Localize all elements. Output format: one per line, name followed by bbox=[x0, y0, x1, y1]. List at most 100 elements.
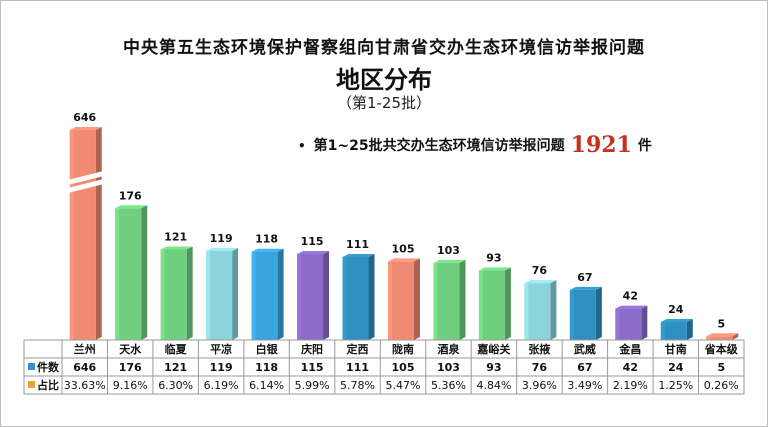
chart-title: 中央第五生态环境保护督察组向甘肃省交办生态环境信访举报问题 bbox=[123, 38, 645, 58]
share-cell: 6.30% bbox=[158, 379, 193, 392]
share-cell: 3.96% bbox=[522, 379, 557, 392]
category-label: 张掖 bbox=[528, 342, 551, 356]
count-cell: 119 bbox=[210, 361, 233, 374]
category-label: 定西 bbox=[347, 342, 369, 356]
share-cell: 4.84% bbox=[476, 379, 511, 392]
count-cell: 67 bbox=[577, 361, 592, 374]
bar-4 bbox=[206, 247, 239, 340]
bar-top bbox=[660, 319, 693, 323]
share-cell: 6.19% bbox=[204, 379, 239, 392]
category-label: 庆阳 bbox=[300, 342, 323, 356]
bar-front bbox=[524, 283, 551, 340]
bar-side bbox=[550, 280, 557, 340]
chart-subtitle: 地区分布 bbox=[336, 66, 432, 94]
bar-highlight bbox=[115, 208, 120, 340]
legend-label: 占比 bbox=[37, 378, 59, 392]
bar-side bbox=[595, 286, 602, 340]
count-cell: 121 bbox=[164, 361, 187, 374]
bar-side bbox=[232, 247, 239, 340]
bar-side bbox=[95, 127, 102, 340]
bar-highlight bbox=[251, 251, 256, 340]
bar-highlight bbox=[388, 261, 392, 340]
axis-break bbox=[65, 170, 107, 186]
category-label: 嘉峪关 bbox=[476, 342, 510, 356]
note-total: 1921 bbox=[570, 132, 632, 158]
category-label: 省本级 bbox=[704, 342, 739, 356]
count-cell: 93 bbox=[486, 361, 501, 374]
bar-front bbox=[615, 308, 642, 340]
bar-side bbox=[414, 258, 420, 340]
count-cell: 118 bbox=[255, 361, 278, 374]
bar-side bbox=[504, 267, 511, 340]
bar-front bbox=[251, 251, 278, 340]
category-label: 陇南 bbox=[392, 342, 414, 356]
bar-front bbox=[706, 336, 733, 340]
bar-highlight bbox=[69, 130, 74, 340]
bar-front bbox=[342, 256, 369, 340]
count-cell: 5 bbox=[717, 361, 725, 374]
note-unit: 件 bbox=[637, 138, 652, 154]
bar-top bbox=[388, 258, 420, 262]
bar-front bbox=[569, 289, 596, 340]
bar-highlight bbox=[569, 289, 574, 340]
data-label: 42 bbox=[623, 290, 638, 303]
bar-1 bbox=[65, 127, 107, 340]
bar-side bbox=[641, 305, 648, 340]
count-cell: 42 bbox=[623, 361, 638, 374]
bar-side bbox=[141, 205, 148, 340]
bar-14 bbox=[660, 319, 693, 340]
bar-9 bbox=[433, 259, 466, 340]
bar-front bbox=[69, 130, 96, 340]
data-label: 5 bbox=[717, 317, 725, 330]
count-cell: 24 bbox=[668, 361, 684, 374]
total-note: • 第1~25批共交办生态环境信访举报问题 1921 件 bbox=[298, 132, 652, 158]
bar-front bbox=[388, 261, 414, 340]
share-cell: 9.16% bbox=[113, 379, 148, 392]
count-cell: 105 bbox=[392, 361, 415, 374]
bar-top bbox=[615, 305, 648, 309]
bar-top bbox=[69, 127, 102, 130]
data-label: 67 bbox=[577, 271, 592, 284]
category-label: 金昌 bbox=[618, 342, 641, 356]
bar-highlight bbox=[206, 250, 211, 340]
data-label: 118 bbox=[255, 233, 278, 246]
share-cell: 3.49% bbox=[567, 379, 602, 392]
category-label: 临夏 bbox=[165, 342, 188, 356]
bar-top bbox=[524, 280, 557, 284]
bar-highlight bbox=[433, 262, 438, 340]
bar-highlight bbox=[660, 322, 665, 340]
bar-front bbox=[115, 208, 142, 340]
bar-6 bbox=[297, 250, 330, 340]
bar-2 bbox=[115, 205, 148, 340]
bar-side bbox=[323, 250, 330, 340]
bar-front bbox=[206, 250, 233, 340]
bar-top bbox=[433, 259, 466, 263]
bar-10 bbox=[478, 267, 511, 340]
bar-top bbox=[342, 253, 375, 257]
bar-15 bbox=[706, 333, 739, 340]
category-label: 白银 bbox=[256, 342, 279, 356]
bar-highlight bbox=[342, 256, 347, 340]
bar-5 bbox=[251, 248, 284, 340]
bar-side bbox=[459, 259, 466, 340]
count-cell: 111 bbox=[346, 361, 369, 374]
bar-8 bbox=[388, 258, 420, 340]
bar-top bbox=[115, 205, 148, 209]
bar-front bbox=[160, 249, 187, 340]
category-label: 酒泉 bbox=[437, 342, 460, 356]
category-label: 天水 bbox=[119, 342, 142, 356]
share-cell: 5.47% bbox=[386, 379, 421, 392]
data-label: 115 bbox=[301, 235, 324, 248]
bar-11 bbox=[524, 280, 557, 340]
table-border bbox=[23, 339, 745, 395]
count-cell: 76 bbox=[532, 361, 548, 374]
data-label: 24 bbox=[668, 303, 684, 316]
count-cell: 103 bbox=[437, 361, 460, 374]
legend-swatch bbox=[28, 381, 35, 388]
share-cell: 6.14% bbox=[249, 379, 284, 392]
bar-highlight bbox=[615, 308, 620, 340]
bar-front bbox=[660, 322, 687, 340]
data-label: 105 bbox=[392, 242, 415, 255]
data-label: 111 bbox=[346, 238, 369, 251]
